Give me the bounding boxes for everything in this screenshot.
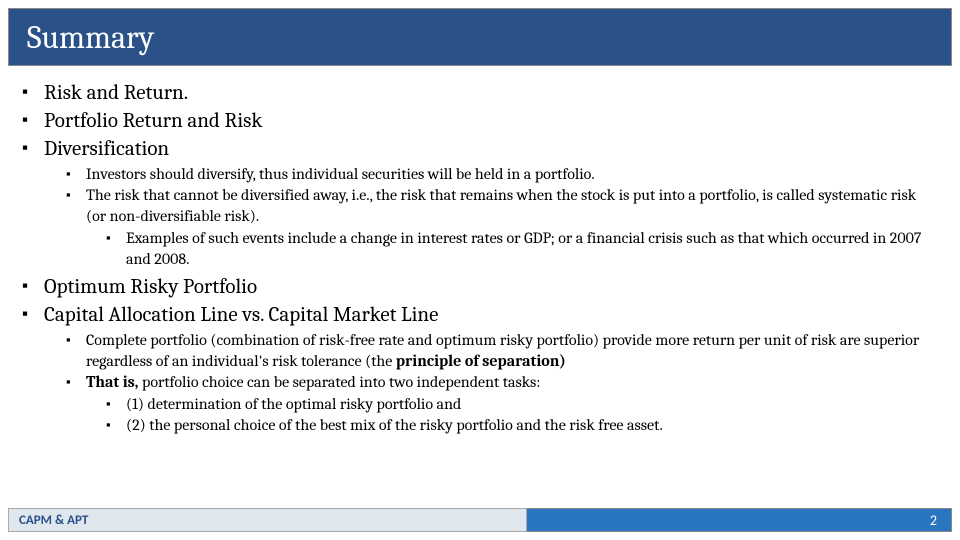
bullet-icon: ▪: [22, 108, 44, 134]
footer-page-number: 2: [527, 508, 952, 532]
slide: Summary ▪Risk and Return.▪Portfolio Retu…: [0, 0, 960, 540]
bullet-list-lvl2: ▪Investors should diversify, thus indivi…: [66, 164, 938, 270]
list-item: ▪Investors should diversify, thus indivi…: [66, 164, 938, 185]
list-item: ▪(2) the personal choice of the best mix…: [106, 415, 938, 436]
title-bar: Summary: [8, 8, 952, 66]
list-item-text: Examples of such events include a change…: [126, 228, 938, 270]
list-item: ▪Diversification▪Investors should divers…: [22, 136, 938, 270]
footer-left-label: CAPM & APT: [8, 508, 527, 532]
list-item: ▪Risk and Return.: [22, 80, 938, 106]
bullet-list-lvl2: ▪Complete portfolio (combination of risk…: [66, 330, 938, 436]
slide-title: Summary: [27, 19, 154, 56]
bullet-list-lvl3: ▪Examples of such events include a chang…: [106, 228, 938, 270]
list-item: ▪Complete portfolio (combination of risk…: [66, 330, 938, 372]
bullet-icon: ▪: [66, 330, 86, 351]
list-item: ▪Optimum Risky Portfolio: [22, 274, 938, 300]
list-item-text: Optimum Risky Portfolio: [44, 274, 257, 300]
list-item-text: The risk that cannot be diversified away…: [86, 185, 938, 227]
footer: CAPM & APT 2: [8, 508, 952, 532]
bullet-icon: ▪: [22, 136, 44, 162]
bullet-icon: ▪: [22, 274, 44, 300]
bullet-icon: ▪: [66, 372, 86, 393]
list-item: ▪The risk that cannot be diversified awa…: [66, 185, 938, 270]
list-item-text: That is, portfolio choice can be separat…: [86, 372, 541, 393]
bullet-list-lvl1: ▪Risk and Return.▪Portfolio Return and R…: [22, 80, 938, 436]
list-item-text: (1) determination of the optimal risky p…: [126, 394, 461, 415]
content-area: ▪Risk and Return.▪Portfolio Return and R…: [22, 80, 938, 500]
list-item: ▪Examples of such events include a chang…: [106, 228, 938, 270]
bullet-icon: ▪: [22, 80, 44, 106]
bullet-icon: ▪: [106, 228, 126, 249]
list-item-text: Risk and Return.: [44, 80, 188, 106]
list-item: ▪(1) determination of the optimal risky …: [106, 394, 938, 415]
list-item-text: Investors should diversify, thus individ…: [86, 164, 595, 185]
bullet-icon: ▪: [22, 302, 44, 328]
bullet-icon: ▪: [106, 415, 126, 436]
list-item-text: Portfolio Return and Risk: [44, 108, 262, 134]
bullet-list-lvl3: ▪(1) determination of the optimal risky …: [106, 394, 938, 436]
bullet-icon: ▪: [66, 185, 86, 206]
list-item: ▪Portfolio Return and Risk: [22, 108, 938, 134]
list-item-text: Diversification: [44, 136, 169, 162]
list-item: ▪Capital Allocation Line vs. Capital Mar…: [22, 302, 938, 436]
list-item-text: Capital Allocation Line vs. Capital Mark…: [44, 302, 438, 328]
list-item-text: Complete portfolio (combination of risk-…: [86, 330, 938, 372]
list-item-text: (2) the personal choice of the best mix …: [126, 415, 663, 436]
bullet-icon: ▪: [106, 394, 126, 415]
list-item: ▪That is, portfolio choice can be separa…: [66, 372, 938, 436]
bullet-icon: ▪: [66, 164, 86, 185]
